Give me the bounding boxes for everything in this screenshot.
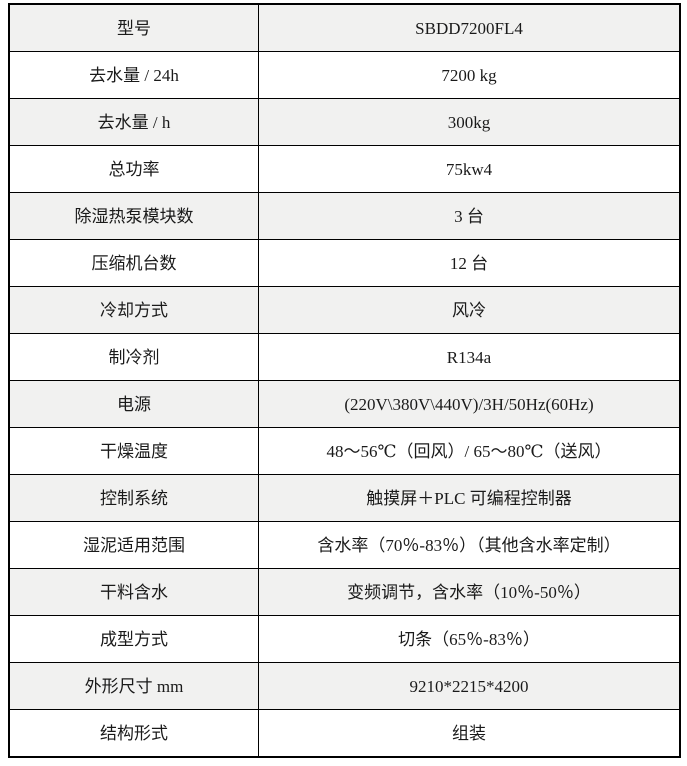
spec-table: 型号 SBDD7200FL4 去水量 / 24h 7200 kg 去水量 / h… xyxy=(8,3,681,758)
table-row: 除湿热泵模块数 3 台 xyxy=(10,193,679,240)
spec-value: (220V\380V\440V)/3H/50Hz(60Hz) xyxy=(344,394,594,414)
table-row: 外形尺寸 mm 9210*2215*4200 xyxy=(10,663,679,710)
spec-label: 电源 xyxy=(10,381,259,427)
spec-label: 总功率 xyxy=(10,146,259,192)
spec-value: 9210*2215*4200 xyxy=(409,676,529,696)
spec-value: 300kg xyxy=(447,112,491,132)
spec-label: 控制系统 xyxy=(10,475,259,521)
spec-label: 型号 xyxy=(10,5,259,51)
table-row: 控制系统 触摸屏＋PLC 可编程控制器 xyxy=(10,475,679,522)
spec-value: 风冷 xyxy=(452,300,486,320)
table-row: 去水量 / 24h 7200 kg xyxy=(10,52,679,99)
spec-value: 48～56℃（回风）/ 65～80℃（送风） xyxy=(326,441,612,461)
table-row: 干料含水 变频调节，含水率（10％-50％） xyxy=(10,569,679,616)
spec-label: 成型方式 xyxy=(10,616,259,662)
table-row: 型号 SBDD7200FL4 xyxy=(10,5,679,52)
table-row: 结构形式 组装 xyxy=(10,710,679,756)
spec-value: 含水率（70％-83％）（其他含水率定制） xyxy=(317,535,621,555)
spec-label: 压缩机台数 xyxy=(10,240,259,286)
spec-value: 7200 kg xyxy=(441,65,497,85)
spec-value: 切条（65％-83％） xyxy=(398,629,540,649)
spec-value: 组装 xyxy=(452,723,486,743)
table-row: 去水量 / h 300kg xyxy=(10,99,679,146)
spec-value: R134a xyxy=(446,347,492,367)
table-row: 冷却方式 风冷 xyxy=(10,287,679,334)
spec-label: 去水量 / h xyxy=(10,99,259,145)
table-row: 压缩机台数 12 台 xyxy=(10,240,679,287)
table-row: 湿泥适用范围 含水率（70％-83％）（其他含水率定制） xyxy=(10,522,679,569)
spec-value: 变频调节，含水率（10％-50％） xyxy=(347,582,591,602)
spec-value: 触摸屏＋PLC 可编程控制器 xyxy=(366,488,572,508)
table-row: 制冷剂 R134a xyxy=(10,334,679,381)
spec-value: 12 台 xyxy=(449,253,489,273)
spec-value: 3 台 xyxy=(454,206,484,226)
spec-value: SBDD7200FL4 xyxy=(415,18,523,38)
spec-label: 去水量 / 24h xyxy=(10,52,259,98)
table-row: 干燥温度 48～56℃（回风）/ 65～80℃（送风） xyxy=(10,428,679,475)
table-row: 总功率 75kw4 xyxy=(10,146,679,193)
spec-label: 制冷剂 xyxy=(10,334,259,380)
spec-label: 干料含水 xyxy=(10,569,259,615)
spec-label: 结构形式 xyxy=(10,710,259,756)
spec-label: 冷却方式 xyxy=(10,287,259,333)
spec-label: 干燥温度 xyxy=(10,428,259,474)
table-row: 电源 (220V\380V\440V)/3H/50Hz(60Hz) xyxy=(10,381,679,428)
spec-label: 除湿热泵模块数 xyxy=(10,193,259,239)
spec-value: 75kw4 xyxy=(445,159,493,179)
spec-label: 外形尺寸 mm xyxy=(10,663,259,709)
table-row: 成型方式 切条（65％-83％） xyxy=(10,616,679,663)
spec-label: 湿泥适用范围 xyxy=(10,522,259,568)
